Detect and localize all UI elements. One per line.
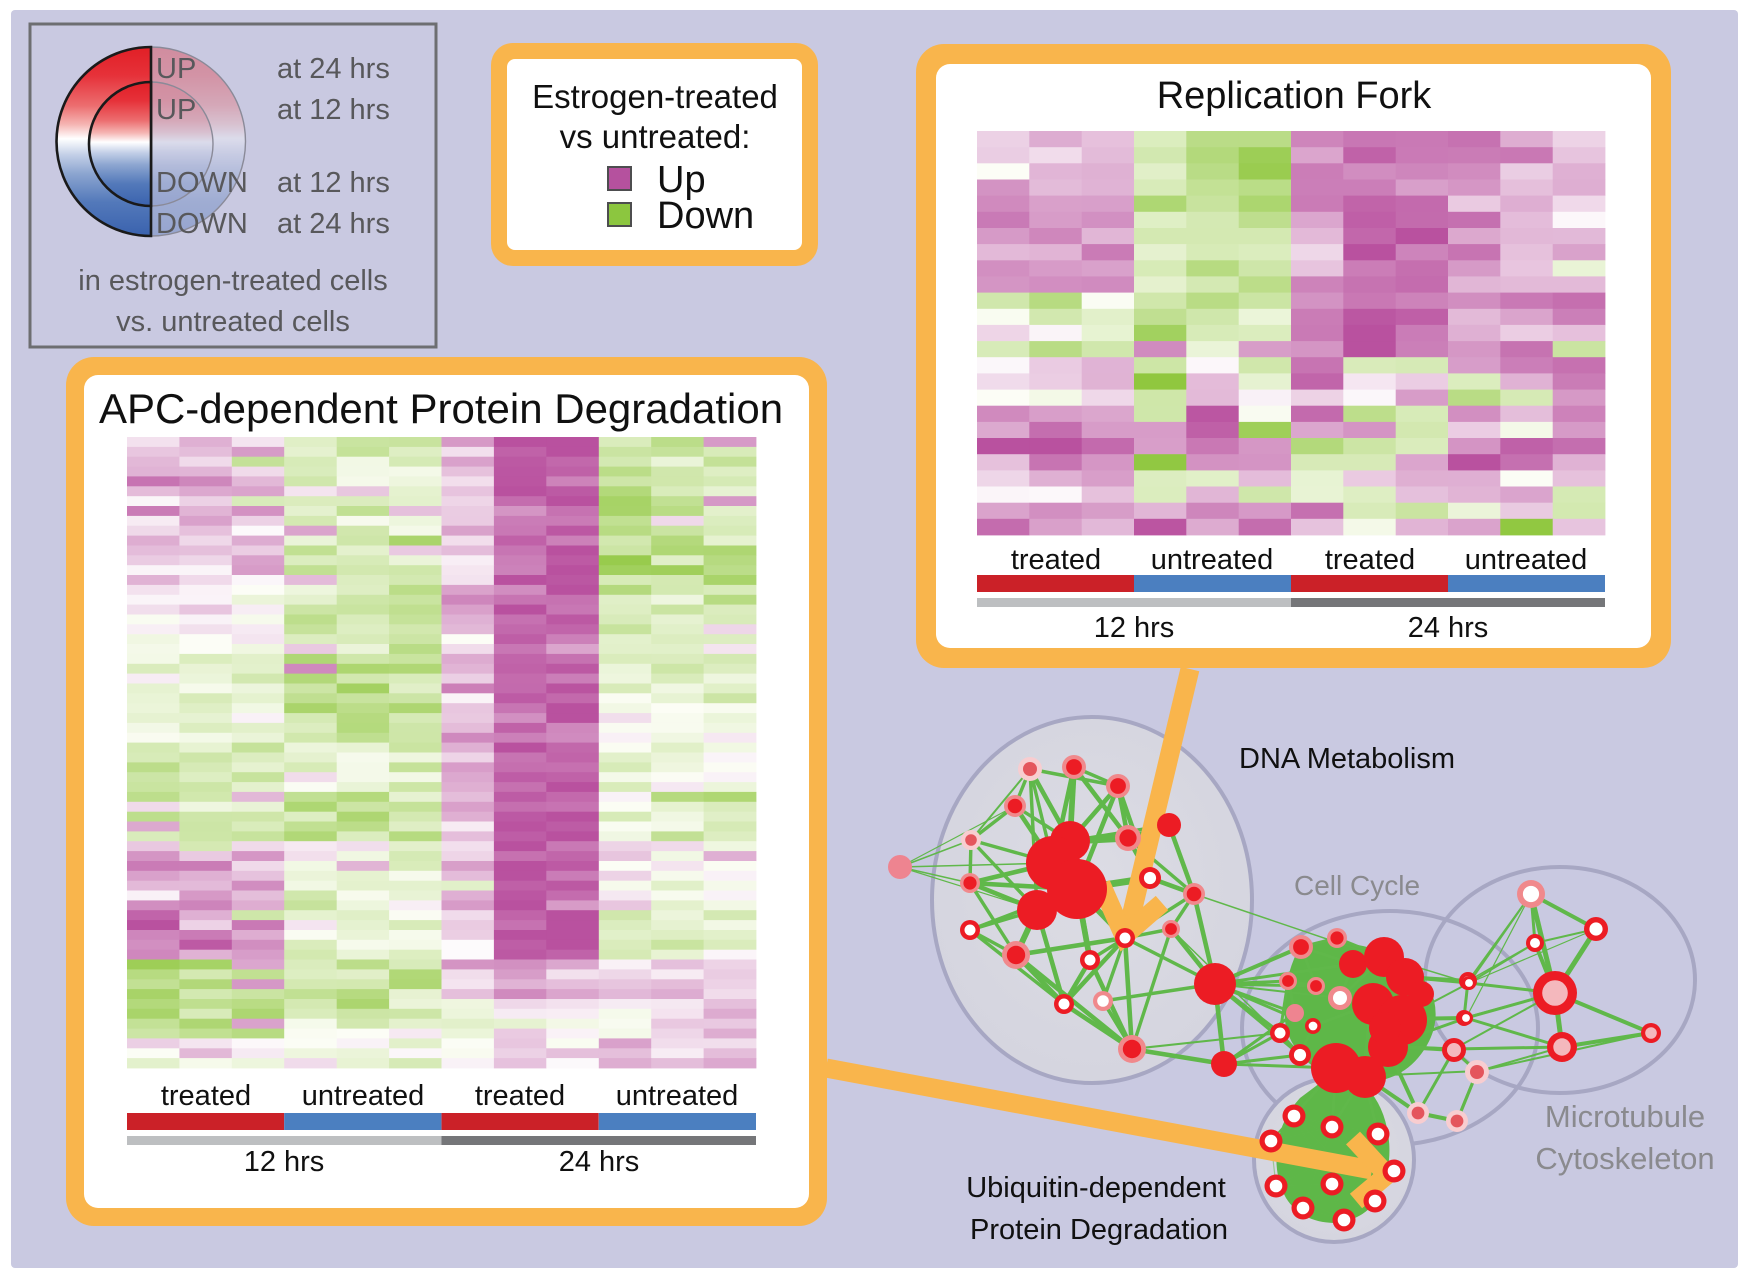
svg-text:Cell Cycle: Cell Cycle xyxy=(1294,870,1420,901)
svg-text:Replication Fork: Replication Fork xyxy=(1157,75,1433,117)
svg-text:treated: treated xyxy=(161,1080,251,1112)
svg-text:Cytoskeleton: Cytoskeleton xyxy=(1535,1141,1714,1176)
svg-text:DOWN: DOWN xyxy=(156,208,248,240)
svg-text:12 hrs: 12 hrs xyxy=(1094,612,1175,644)
svg-text:in estrogen-treated cells: in estrogen-treated cells xyxy=(78,265,388,297)
svg-text:treated: treated xyxy=(1011,544,1101,576)
svg-text:vs. untreated cells: vs. untreated cells xyxy=(116,306,350,338)
svg-text:DOWN: DOWN xyxy=(156,167,248,199)
svg-text:at 12 hrs: at 12 hrs xyxy=(277,94,390,126)
svg-text:untreated: untreated xyxy=(616,1080,739,1112)
svg-text:treated: treated xyxy=(1325,544,1415,576)
svg-text:untreated: untreated xyxy=(1151,544,1274,576)
svg-text:Estrogen-treated: Estrogen-treated xyxy=(532,78,778,115)
svg-text:Up: Up xyxy=(657,159,706,201)
svg-text:UP: UP xyxy=(156,94,196,126)
svg-text:Ubiquitin-dependent: Ubiquitin-dependent xyxy=(966,1172,1226,1204)
svg-text:at 24 hrs: at 24 hrs xyxy=(277,208,390,240)
svg-text:at 24 hrs: at 24 hrs xyxy=(277,53,390,85)
svg-text:vs untreated:: vs untreated: xyxy=(560,118,751,155)
svg-text:untreated: untreated xyxy=(1465,544,1588,576)
svg-text:12 hrs: 12 hrs xyxy=(244,1146,325,1178)
svg-text:DNA Metabolism: DNA Metabolism xyxy=(1239,743,1455,775)
svg-text:at 12 hrs: at 12 hrs xyxy=(277,167,390,199)
svg-text:untreated: untreated xyxy=(302,1080,425,1112)
svg-text:Microtubule: Microtubule xyxy=(1545,1099,1705,1134)
svg-text:Protein Degradation: Protein Degradation xyxy=(970,1214,1228,1246)
svg-text:Down: Down xyxy=(657,195,754,237)
svg-text:APC-dependent Protein Degradat: APC-dependent Protein Degradation xyxy=(99,385,783,432)
svg-text:treated: treated xyxy=(475,1080,565,1112)
svg-text:UP: UP xyxy=(156,53,196,85)
svg-text:24 hrs: 24 hrs xyxy=(1408,612,1489,644)
svg-text:24 hrs: 24 hrs xyxy=(559,1146,640,1178)
